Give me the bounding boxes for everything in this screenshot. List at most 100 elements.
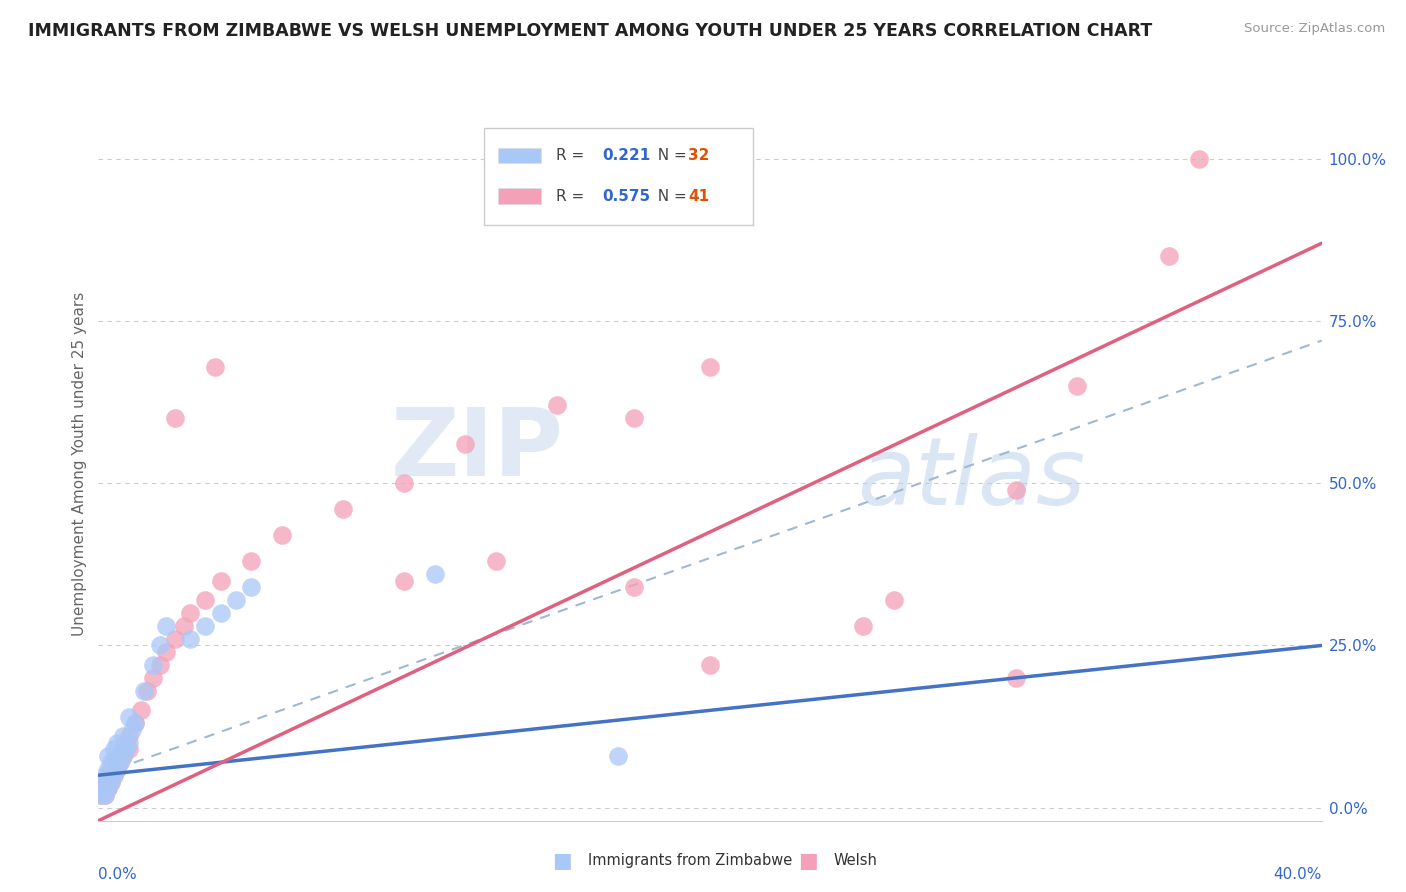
Text: ■: ■ bbox=[799, 851, 818, 871]
Point bbox=[149, 657, 172, 672]
Point bbox=[623, 411, 645, 425]
Point bbox=[209, 606, 232, 620]
Point bbox=[103, 756, 125, 770]
Point bbox=[100, 774, 122, 789]
Point bbox=[93, 774, 115, 789]
Point bbox=[115, 736, 138, 750]
Point bbox=[142, 657, 165, 672]
Text: ZIP: ZIP bbox=[391, 403, 564, 496]
Point bbox=[118, 710, 141, 724]
Point bbox=[93, 788, 115, 802]
Point bbox=[111, 729, 134, 743]
Point bbox=[332, 502, 354, 516]
Point bbox=[111, 742, 134, 756]
Point bbox=[1004, 671, 1026, 685]
Point bbox=[485, 554, 508, 568]
Text: R =: R = bbox=[557, 148, 589, 163]
Point bbox=[392, 574, 416, 588]
Point bbox=[852, 619, 875, 633]
Point bbox=[105, 748, 128, 763]
Point bbox=[105, 762, 128, 776]
Text: 41: 41 bbox=[689, 189, 710, 203]
Point bbox=[97, 748, 120, 763]
Point bbox=[240, 554, 263, 568]
Point bbox=[103, 742, 125, 756]
Point bbox=[100, 756, 122, 770]
Text: IMMIGRANTS FROM ZIMBABWE VS WELSH UNEMPLOYMENT AMONG YOUTH UNDER 25 YEARS CORREL: IMMIGRANTS FROM ZIMBABWE VS WELSH UNEMPL… bbox=[28, 22, 1153, 40]
Point bbox=[179, 632, 201, 646]
Text: N =: N = bbox=[648, 148, 692, 163]
Text: 0.221: 0.221 bbox=[603, 148, 651, 163]
Point bbox=[97, 781, 120, 796]
Point bbox=[423, 567, 446, 582]
Point bbox=[194, 619, 217, 633]
Point bbox=[194, 593, 217, 607]
Point bbox=[155, 645, 177, 659]
Point bbox=[105, 736, 128, 750]
Point bbox=[100, 774, 122, 789]
Text: 0.575: 0.575 bbox=[603, 189, 651, 203]
Point bbox=[173, 619, 195, 633]
Point bbox=[163, 411, 186, 425]
Point bbox=[142, 671, 165, 685]
Bar bbox=[498, 188, 541, 204]
Point bbox=[1188, 152, 1211, 166]
Point bbox=[90, 774, 112, 789]
Text: 0.0%: 0.0% bbox=[98, 867, 138, 882]
Point bbox=[90, 788, 112, 802]
Text: ■: ■ bbox=[553, 851, 572, 871]
Point bbox=[111, 748, 134, 763]
Point bbox=[90, 781, 112, 796]
Text: atlas: atlas bbox=[856, 433, 1085, 524]
Point bbox=[90, 788, 112, 802]
Text: 32: 32 bbox=[689, 148, 710, 163]
Point bbox=[118, 729, 141, 743]
Point bbox=[163, 632, 186, 646]
Point bbox=[134, 684, 156, 698]
Point bbox=[699, 359, 721, 374]
Point bbox=[607, 748, 630, 763]
Point bbox=[136, 684, 159, 698]
Point bbox=[204, 359, 226, 374]
Text: N =: N = bbox=[648, 189, 692, 203]
Point bbox=[108, 756, 131, 770]
Point bbox=[93, 768, 115, 782]
Point bbox=[124, 716, 146, 731]
Point bbox=[1066, 379, 1088, 393]
Text: 40.0%: 40.0% bbox=[1274, 867, 1322, 882]
Point bbox=[240, 580, 263, 594]
Point bbox=[392, 476, 416, 491]
Point bbox=[149, 639, 172, 653]
Point bbox=[546, 399, 568, 413]
Point bbox=[118, 736, 141, 750]
Point bbox=[97, 762, 120, 776]
Point bbox=[155, 619, 177, 633]
Text: Welsh: Welsh bbox=[834, 854, 877, 868]
Point bbox=[103, 768, 125, 782]
Text: Immigrants from Zimbabwe: Immigrants from Zimbabwe bbox=[588, 854, 792, 868]
Point bbox=[1004, 483, 1026, 497]
Point bbox=[103, 768, 125, 782]
Point bbox=[105, 762, 128, 776]
Y-axis label: Unemployment Among Youth under 25 years: Unemployment Among Youth under 25 years bbox=[72, 292, 87, 636]
Point bbox=[93, 788, 115, 802]
Point bbox=[270, 528, 292, 542]
Text: Source: ZipAtlas.com: Source: ZipAtlas.com bbox=[1244, 22, 1385, 36]
Point bbox=[97, 781, 120, 796]
Point bbox=[623, 580, 645, 594]
Point bbox=[118, 742, 141, 756]
Text: R =: R = bbox=[557, 189, 589, 203]
Point bbox=[883, 593, 905, 607]
FancyBboxPatch shape bbox=[484, 128, 752, 225]
Point bbox=[121, 723, 143, 737]
Point bbox=[209, 574, 232, 588]
Point bbox=[100, 762, 122, 776]
Point bbox=[97, 768, 120, 782]
Point bbox=[179, 606, 201, 620]
Point bbox=[124, 716, 146, 731]
Point bbox=[454, 437, 477, 451]
Point bbox=[129, 703, 152, 717]
Point bbox=[225, 593, 247, 607]
Bar bbox=[498, 148, 541, 163]
Point bbox=[699, 657, 721, 672]
